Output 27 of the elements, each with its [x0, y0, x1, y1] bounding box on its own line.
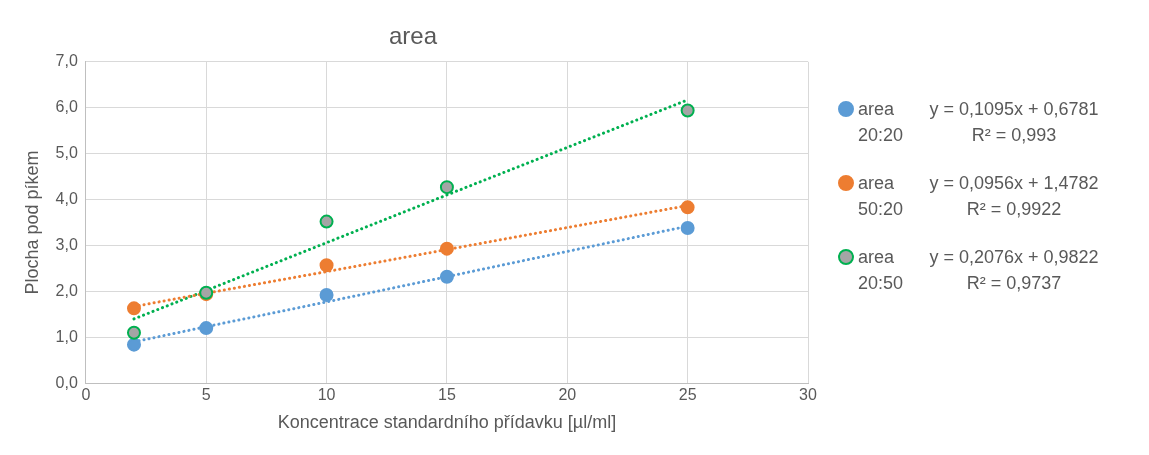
- text: y = 0,1095x + 0,6781: [928, 97, 1100, 121]
- y-tick-label: 3,0: [55, 235, 78, 253]
- x-tick-label: 0: [81, 386, 91, 404]
- text: y = 0,0956x + 1,4782: [928, 171, 1100, 195]
- chart-title: area: [388, 22, 438, 50]
- y-tick-label: 2,0: [55, 281, 78, 299]
- y-tick-label: 1,0: [55, 327, 78, 345]
- y-tick-label: 5,0: [55, 144, 78, 162]
- text: R² = 0,9737: [965, 271, 1063, 295]
- legend-label: area 20:20: [858, 97, 905, 147]
- y-tick-label: 6,0: [55, 98, 78, 116]
- x-tick-label: 25: [678, 386, 697, 404]
- legend-label: area 20:50: [858, 245, 905, 295]
- y-axis-title: Plocha pod píkem: [21, 150, 42, 295]
- legend-label: area 50:20: [858, 171, 905, 221]
- x-tick-label: 20: [558, 386, 577, 404]
- x-tick-label: 15: [438, 386, 456, 404]
- y-tick-label: 4,0: [55, 189, 78, 207]
- y-tick-label: 0,0: [55, 373, 78, 391]
- x-tick-label: 5: [201, 386, 211, 404]
- y-tick-label: 7,0: [55, 52, 78, 70]
- x-tick-label: 10: [317, 386, 336, 404]
- text: R² = 0,9922: [965, 197, 1063, 221]
- x-tick-label: 30: [799, 386, 817, 404]
- x-axis-title: Koncentrace standardního přídavku [µl/ml]: [277, 412, 617, 433]
- text: y = 0,2076x + 0,9822: [928, 245, 1100, 269]
- text: R² = 0,993: [970, 123, 1058, 147]
